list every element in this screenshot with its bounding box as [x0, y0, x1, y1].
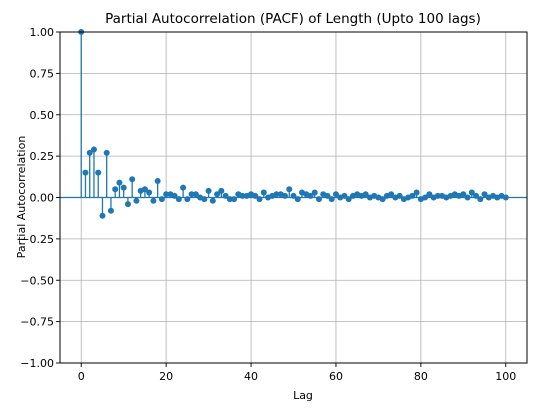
pacf-point: [192, 191, 199, 198]
pacf-point: [214, 191, 221, 198]
y-tick-label: 0.75: [30, 67, 55, 80]
pacf-point: [205, 187, 212, 194]
pacf-point: [477, 196, 484, 203]
pacf-point: [171, 192, 178, 199]
y-axis-label: Partial Autocorrelation: [15, 136, 28, 259]
pacf-point: [362, 191, 369, 198]
pacf-point: [396, 192, 403, 199]
pacf-point: [95, 169, 102, 176]
pacf-point: [311, 189, 318, 196]
y-tick-label: −0.75: [20, 316, 54, 329]
pacf-point: [112, 186, 119, 193]
pacf-point: [332, 191, 339, 198]
y-tick-label: 0.00: [30, 192, 55, 205]
x-tick-label: 0: [78, 370, 85, 383]
pacf-point: [502, 194, 509, 201]
pacf-point: [345, 196, 352, 203]
pacf-point: [413, 189, 420, 196]
y-tick-label: −0.25: [20, 233, 54, 246]
pacf-point: [426, 191, 433, 198]
y-tick-label: 0.50: [30, 109, 55, 122]
x-tick-label: 20: [159, 370, 173, 383]
pacf-point: [379, 196, 386, 203]
pacf-point: [141, 186, 148, 193]
tick-labels: 0 20 40 60 80 100 −1.00 −0.75 −0.50 −0.25 0.00 0.25…: [20, 26, 516, 383]
pacf-point: [324, 192, 331, 199]
pacf-point: [294, 196, 301, 203]
pacf-point: [273, 191, 280, 198]
pacf-point: [120, 184, 127, 191]
pacf-point: [307, 192, 314, 199]
data-series: [78, 29, 509, 219]
pacf-point: [163, 191, 170, 198]
x-tick-label: 40: [244, 370, 258, 383]
y-tick-label: −1.00: [20, 357, 54, 370]
x-tick-label: 60: [329, 370, 343, 383]
pacf-point: [388, 191, 395, 198]
pacf-point: [222, 192, 229, 199]
pacf-point: [252, 192, 259, 199]
pacf-point: [226, 196, 233, 203]
pacf-point: [154, 177, 161, 184]
pacf-point: [481, 191, 488, 198]
pacf-point: [328, 196, 335, 203]
pacf-point: [464, 194, 471, 201]
pacf-point: [341, 192, 348, 199]
pacf-point: [133, 197, 140, 204]
pacf-point: [158, 196, 165, 203]
pacf-point: [282, 192, 289, 199]
pacf-point: [286, 186, 293, 193]
pacf-point: [209, 197, 216, 204]
pacf-point: [315, 196, 322, 203]
pacf-point: [218, 187, 225, 194]
pacf-point: [90, 146, 97, 153]
y-tick-label: 0.25: [30, 150, 55, 163]
pacf-point: [201, 196, 208, 203]
pacf-point: [103, 149, 110, 156]
pacf-point: [107, 207, 114, 214]
pacf-point: [116, 179, 123, 186]
pacf-point: [99, 212, 106, 219]
pacf-point: [256, 196, 263, 203]
y-tick-label: 1.00: [30, 26, 55, 39]
pacf-point: [468, 189, 475, 196]
x-axis-label: Lag: [293, 389, 313, 402]
pacf-point: [239, 192, 246, 199]
pacf-point: [180, 184, 187, 191]
x-tick-label: 100: [495, 370, 516, 383]
pacf-point: [150, 197, 157, 204]
pacf-point: [409, 192, 416, 199]
pacf-point: [124, 201, 131, 208]
pacf-point: [422, 194, 429, 201]
pacf-point: [82, 169, 89, 176]
pacf-point: [473, 192, 480, 199]
pacf-point: [188, 191, 195, 198]
pacf-point: [175, 196, 182, 203]
chart-title: Partial Autocorrelation (PACF) of Length…: [105, 11, 481, 27]
pacf-point: [460, 191, 467, 198]
x-tick-label: 80: [414, 370, 428, 383]
pacf-point: [146, 189, 153, 196]
pacf-point: [231, 196, 238, 203]
y-tick-label: −0.50: [20, 274, 54, 287]
pacf-point: [129, 176, 136, 183]
pacf-point: [184, 196, 191, 203]
pacf-point: [434, 192, 441, 199]
pacf-point: [290, 192, 297, 199]
pacf-point: [86, 149, 93, 156]
pacf-point: [260, 189, 267, 196]
